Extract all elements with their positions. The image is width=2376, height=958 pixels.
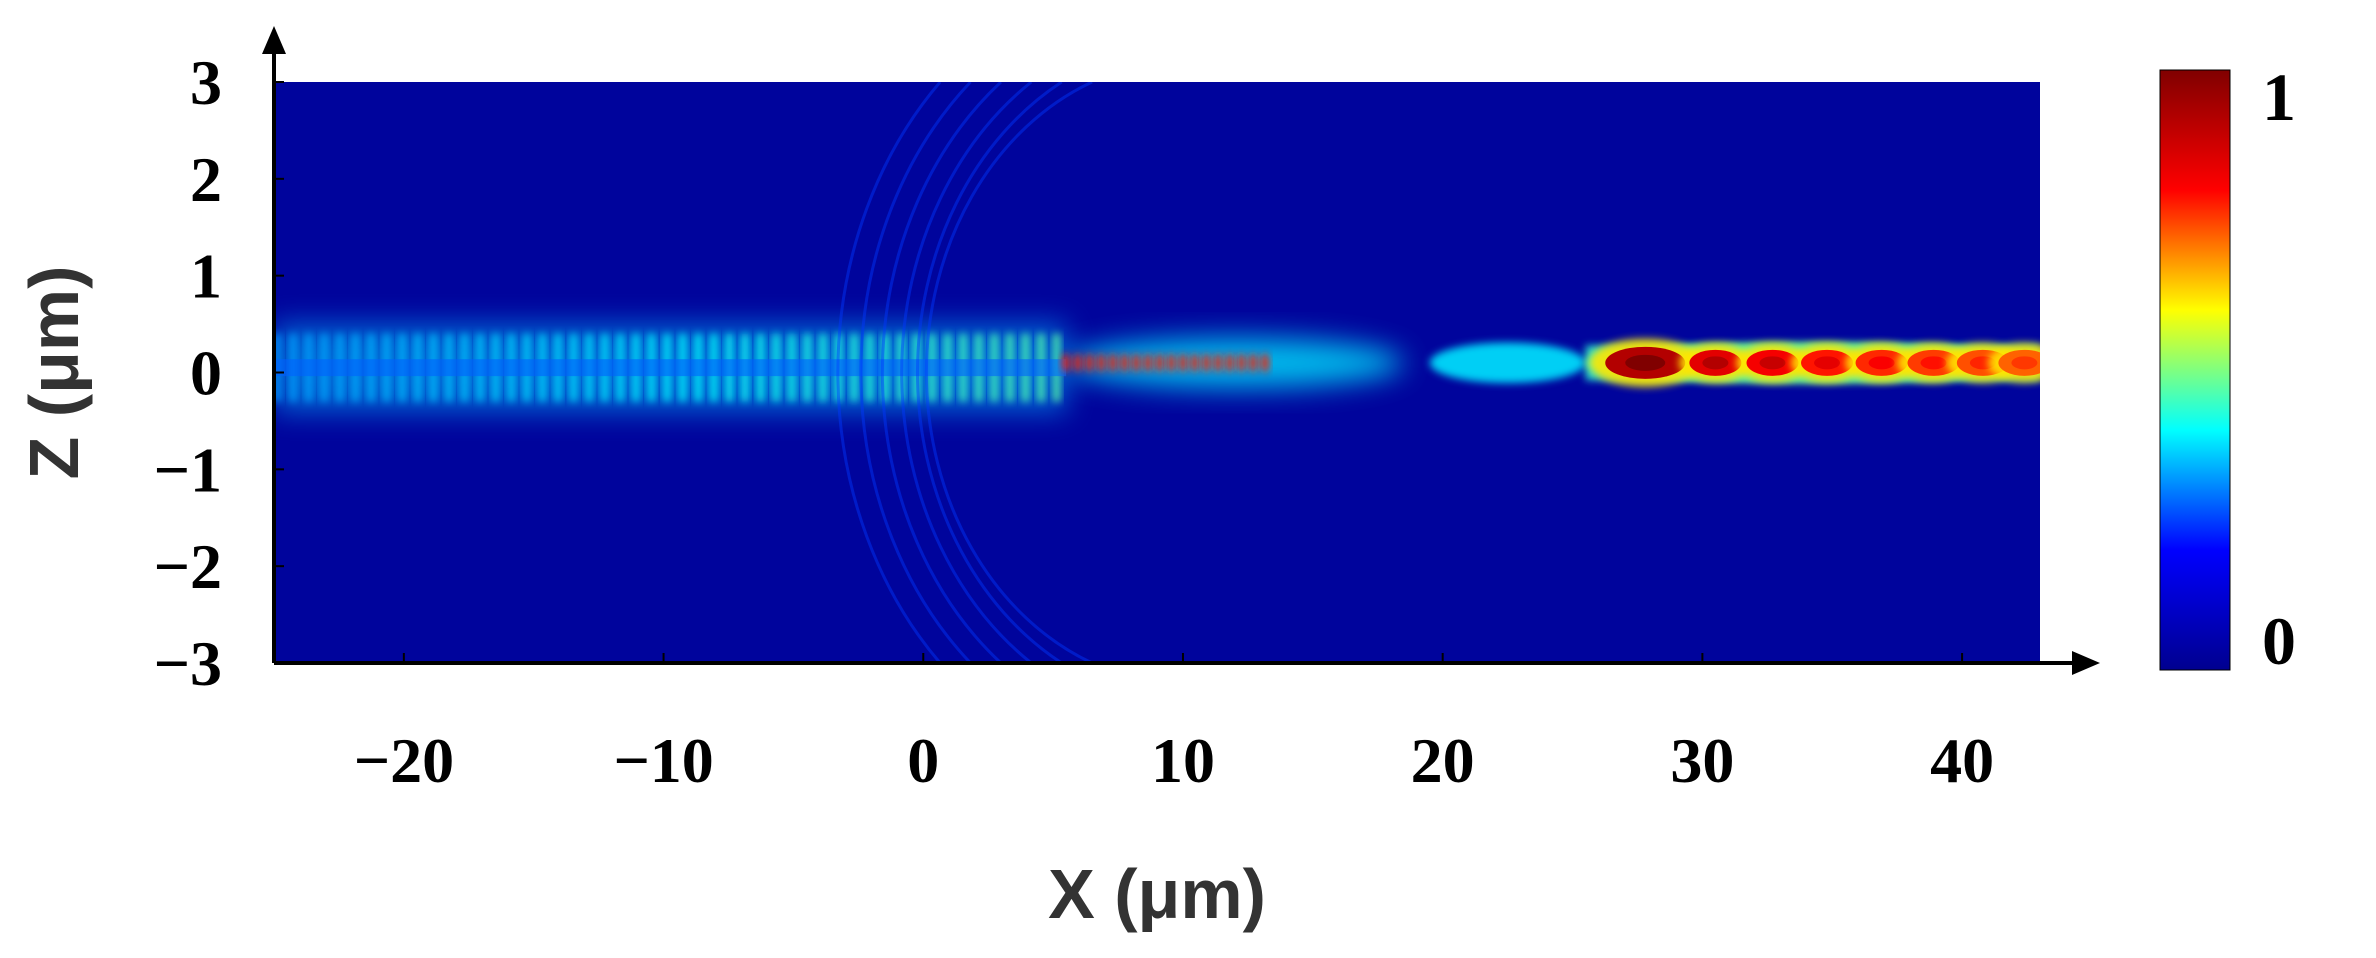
x-axis-arrow bbox=[2072, 651, 2100, 675]
hotspot bbox=[1988, 343, 2040, 383]
axes bbox=[262, 26, 2100, 675]
hotspot bbox=[1790, 343, 1864, 383]
y-tick-label: −1 bbox=[154, 434, 222, 505]
hotspot bbox=[1845, 343, 1918, 383]
field-region-incident-beam bbox=[274, 323, 1067, 412]
x-axis-title: X (μm) bbox=[1048, 855, 1266, 933]
y-axis-arrow bbox=[262, 26, 286, 54]
x-tick-label: 20 bbox=[1411, 725, 1475, 796]
y-tick-label: −2 bbox=[154, 531, 222, 602]
x-tick-label: 30 bbox=[1670, 725, 1734, 796]
y-tick-label: 3 bbox=[190, 47, 222, 118]
x-tick-label: −20 bbox=[354, 725, 454, 796]
wavefront-arcs bbox=[836, 82, 1093, 663]
hotspot bbox=[1736, 343, 1809, 383]
field-region-focusing-lens-waist bbox=[1062, 337, 1404, 388]
field-layer bbox=[274, 82, 2040, 663]
y-tick-label: −3 bbox=[154, 628, 222, 699]
y-tick-label: 1 bbox=[190, 241, 222, 312]
x-tick-label: −10 bbox=[613, 725, 713, 796]
hotspot bbox=[1589, 338, 1702, 387]
y-axis-title: Z (μm) bbox=[15, 266, 93, 480]
colorbar: 1 0 bbox=[2159, 59, 2296, 679]
x-tick-label: 40 bbox=[1930, 725, 1994, 796]
y-tick-label: 2 bbox=[190, 144, 222, 215]
x-tick-label: 0 bbox=[907, 725, 939, 796]
y-axis-ticks: 3 2 1 0 −1 −2 −3 bbox=[154, 47, 284, 699]
y-tick-label: 0 bbox=[190, 338, 222, 409]
colorbar-max-label: 1 bbox=[2262, 59, 2296, 135]
x-axis-ticks: −20 −10 0 10 20 30 40 bbox=[354, 653, 1994, 796]
colorbar-min-label: 0 bbox=[2262, 603, 2296, 679]
hotspot bbox=[1678, 343, 1752, 383]
x-tick-label: 10 bbox=[1151, 725, 1215, 796]
field-region-second-lobe bbox=[1429, 342, 1586, 384]
plot-area bbox=[274, 82, 2040, 663]
colorbar-gradient bbox=[2159, 69, 2231, 671]
